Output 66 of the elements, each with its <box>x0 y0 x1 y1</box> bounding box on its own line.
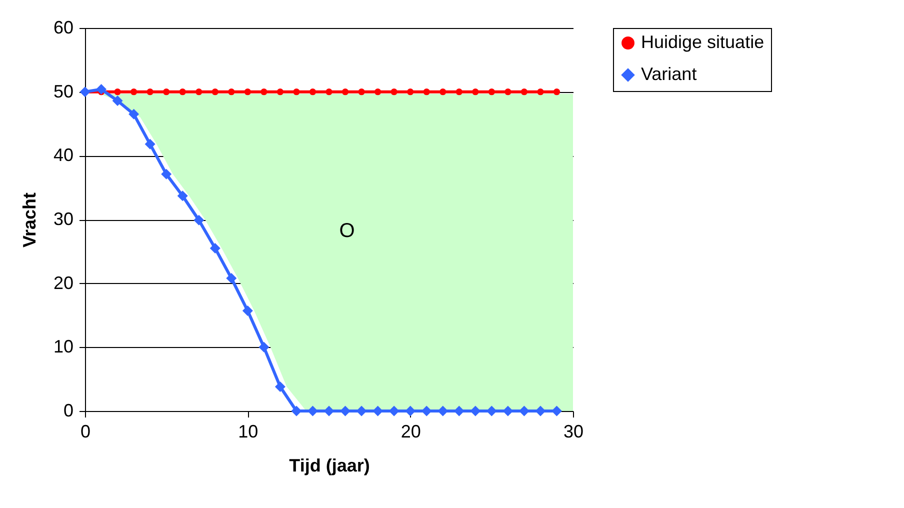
point <box>128 108 140 120</box>
point <box>194 214 204 226</box>
x-tick-label: 0 <box>80 422 91 442</box>
point <box>212 88 218 96</box>
point <box>388 406 400 416</box>
point <box>260 88 268 96</box>
point <box>438 406 448 416</box>
point <box>390 88 398 96</box>
point <box>276 88 284 96</box>
point <box>502 406 514 416</box>
y-tick-label: 60 <box>53 18 74 38</box>
point <box>146 88 154 96</box>
point <box>179 88 186 96</box>
point <box>470 406 481 416</box>
point <box>210 242 220 254</box>
point <box>130 88 138 96</box>
point <box>374 88 382 96</box>
point <box>356 406 367 416</box>
point <box>177 190 188 202</box>
point <box>144 138 156 150</box>
point <box>520 88 528 96</box>
point <box>454 406 464 416</box>
point <box>196 88 202 96</box>
annotation: O <box>339 220 355 242</box>
point <box>472 88 479 96</box>
point <box>456 88 462 96</box>
point <box>162 88 170 96</box>
y-tick-label: 50 <box>53 81 74 102</box>
point <box>96 84 107 95</box>
x-tick-label: 30 <box>563 422 584 442</box>
point <box>161 168 172 180</box>
x-tick-label: 20 <box>400 422 421 442</box>
point <box>553 88 560 96</box>
y-tick-label: 20 <box>53 272 74 293</box>
point <box>242 306 253 316</box>
point <box>326 88 332 96</box>
point <box>293 88 300 96</box>
y-tick-label: 30 <box>53 209 74 229</box>
point <box>324 406 334 416</box>
point <box>342 88 349 96</box>
point <box>358 88 365 96</box>
legend-label: Variant <box>641 64 697 84</box>
point <box>421 406 432 416</box>
point <box>309 88 316 96</box>
point <box>226 272 237 284</box>
x-axis-title: Tijd (jaar) <box>289 456 370 476</box>
point <box>537 88 544 96</box>
point <box>406 88 414 96</box>
point <box>274 382 286 392</box>
point <box>504 88 512 96</box>
x-tick-label: 10 <box>238 422 258 442</box>
y-tick-label: 10 <box>53 336 74 357</box>
y-tick-label: 40 <box>53 145 74 166</box>
legend-label: Huidige situatie <box>641 32 764 52</box>
point <box>535 406 546 416</box>
point <box>258 342 270 352</box>
point <box>114 88 121 96</box>
y-tick-label: 0 <box>63 400 74 420</box>
point <box>488 88 496 96</box>
point <box>112 96 123 106</box>
point <box>423 88 430 96</box>
point <box>244 88 252 96</box>
point <box>440 88 446 96</box>
y-axis-title: Vracht <box>19 192 40 248</box>
point <box>228 88 235 96</box>
point <box>291 406 302 416</box>
